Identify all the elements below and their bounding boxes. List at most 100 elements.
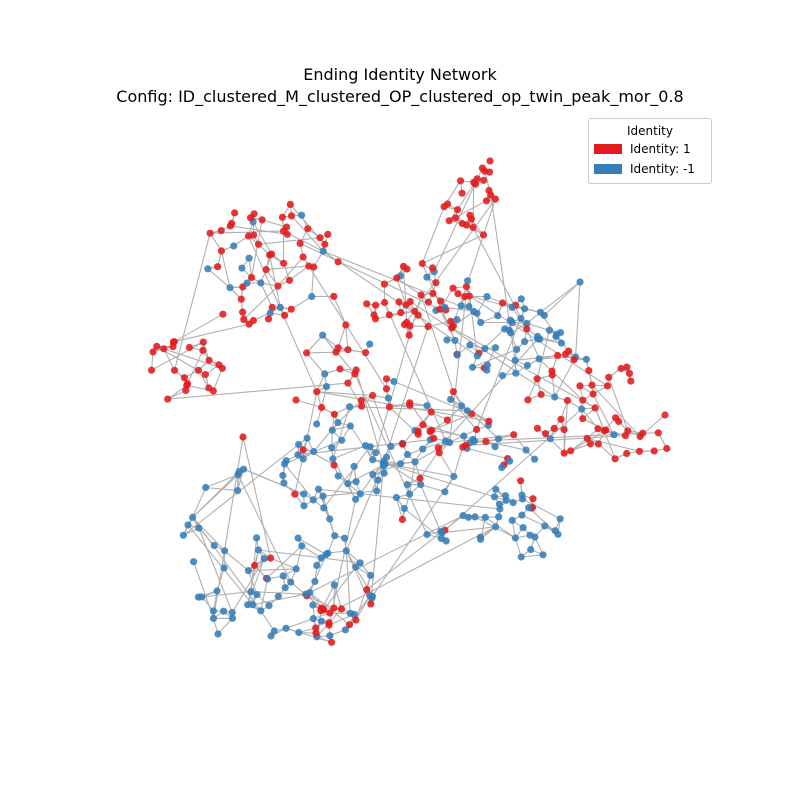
node-identity-1	[550, 424, 558, 432]
node-identity-neg1	[501, 325, 509, 333]
node-identity-1	[406, 399, 414, 407]
node-identity-1	[372, 301, 380, 309]
network-edge	[260, 610, 275, 632]
network-edge	[306, 595, 335, 609]
node-identity-neg1	[253, 591, 261, 599]
node-identity-1	[258, 216, 266, 224]
node-identity-neg1	[213, 587, 221, 595]
node-identity-neg1	[240, 465, 248, 473]
network-edge	[193, 561, 215, 619]
network-edge	[311, 266, 315, 297]
node-identity-1	[448, 324, 456, 332]
node-identity-1	[650, 447, 658, 455]
node-identity-1	[563, 396, 572, 405]
node-layer	[147, 157, 671, 646]
node-identity-1	[567, 447, 575, 455]
node-identity-1	[605, 373, 613, 381]
node-identity-1	[264, 315, 273, 323]
node-identity-1	[305, 262, 313, 270]
node-identity-1	[205, 356, 213, 364]
network-edge	[306, 352, 326, 375]
network-edge	[289, 265, 310, 281]
node-identity-1	[424, 323, 432, 331]
node-identity-1	[473, 425, 481, 434]
node-identity-neg1	[481, 345, 489, 353]
node-identity-neg1	[521, 338, 529, 346]
node-identity-1	[402, 301, 410, 309]
node-identity-neg1	[508, 516, 516, 525]
node-identity-neg1	[411, 458, 419, 466]
node-identity-1	[299, 446, 307, 454]
node-identity-neg1	[464, 513, 472, 521]
node-identity-1	[399, 262, 408, 270]
node-identity-1	[262, 266, 270, 274]
network-edge	[337, 399, 362, 423]
network-edge	[328, 499, 357, 626]
node-identity-1	[612, 414, 620, 422]
node-identity-1	[444, 200, 452, 208]
network-edge	[291, 215, 324, 252]
network-edge	[407, 440, 446, 456]
network-edge	[163, 348, 223, 369]
node-identity-neg1	[531, 455, 539, 463]
node-identity-neg1	[423, 402, 431, 410]
node-identity-1	[523, 325, 531, 333]
node-identity-1	[462, 441, 470, 449]
network-edge	[587, 437, 640, 452]
legend-label: Identity: 1	[630, 142, 691, 156]
node-identity-neg1	[281, 584, 289, 592]
network-edge	[526, 322, 550, 331]
network-edge	[472, 227, 528, 330]
node-identity-neg1	[392, 493, 400, 502]
node-identity-1	[557, 415, 565, 423]
node-identity-neg1	[509, 499, 517, 507]
node-identity-neg1	[522, 446, 530, 454]
node-identity-1	[560, 449, 568, 457]
node-identity-neg1	[306, 589, 314, 597]
node-identity-neg1	[243, 279, 251, 287]
network-edge	[243, 468, 305, 495]
node-identity-1	[400, 321, 409, 329]
network-edge	[337, 324, 347, 348]
network-edge	[277, 256, 304, 287]
node-identity-1	[482, 437, 490, 446]
node-identity-1	[603, 382, 612, 390]
node-identity-1	[414, 430, 422, 438]
network-edge	[355, 369, 385, 467]
node-identity-1	[312, 624, 320, 632]
node-identity-neg1	[244, 567, 252, 575]
node-identity-neg1	[263, 575, 272, 583]
node-identity-neg1	[352, 495, 360, 503]
node-identity-neg1	[317, 554, 325, 562]
node-identity-neg1	[308, 292, 316, 301]
node-identity-1	[318, 403, 326, 412]
node-identity-neg1	[369, 456, 377, 464]
node-identity-neg1	[400, 504, 408, 513]
node-identity-1	[199, 346, 207, 354]
node-identity-1	[565, 347, 573, 355]
network-edge	[598, 443, 616, 460]
network-edge	[522, 498, 561, 520]
node-identity-1	[363, 586, 371, 594]
network-edge	[476, 308, 526, 430]
node-identity-neg1	[313, 561, 321, 570]
network-edge	[224, 550, 249, 572]
network-edge	[375, 294, 422, 453]
node-identity-1	[406, 322, 414, 330]
node-identity-1	[344, 379, 352, 387]
node-identity-neg1	[419, 445, 427, 453]
node-identity-1	[321, 240, 329, 248]
node-identity-1	[296, 239, 304, 247]
node-identity-1	[462, 282, 470, 291]
node-identity-neg1	[368, 594, 376, 602]
network-edge	[258, 237, 321, 245]
network-edge	[192, 487, 207, 518]
node-identity-1	[458, 219, 466, 228]
node-identity-neg1	[507, 329, 515, 337]
node-identity-neg1	[545, 326, 554, 334]
network-edge	[608, 377, 629, 431]
node-identity-neg1	[491, 344, 499, 352]
node-identity-1	[625, 369, 634, 377]
network-edge	[163, 348, 175, 371]
network-edge	[258, 549, 361, 564]
